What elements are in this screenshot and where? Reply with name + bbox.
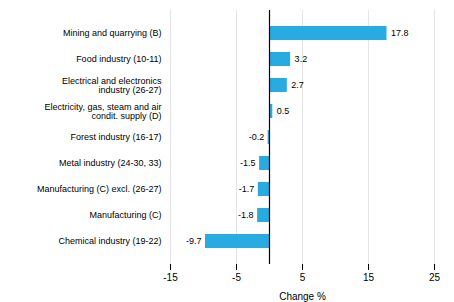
svg-text:Chemical industry (19-22): Chemical industry (19-22) <box>58 236 161 246</box>
svg-text:2.7: 2.7 <box>291 80 304 90</box>
svg-text:0.5: 0.5 <box>277 106 290 116</box>
svg-text:-1.8: -1.8 <box>238 210 254 220</box>
svg-text:Food industry (10-11): Food industry (10-11) <box>76 54 161 64</box>
svg-text:25: 25 <box>429 272 441 283</box>
svg-text:Forest industry (16-17): Forest industry (16-17) <box>70 132 161 142</box>
svg-text:-1.5: -1.5 <box>240 158 256 168</box>
svg-text:-9.7: -9.7 <box>186 236 202 246</box>
svg-text:-0.2: -0.2 <box>249 132 265 142</box>
svg-text:Manufacturing (C) excl. (26-27: Manufacturing (C) excl. (26-27) <box>37 184 162 194</box>
svg-text:17.8: 17.8 <box>391 28 409 38</box>
svg-text:-15: -15 <box>163 272 178 283</box>
svg-text:Metal industry (24-30, 33): Metal industry (24-30, 33) <box>59 158 162 168</box>
svg-text:Manufacturing (C): Manufacturing (C) <box>89 210 161 220</box>
svg-text:-1.7: -1.7 <box>239 184 255 194</box>
svg-text:Change %: Change % <box>279 291 326 302</box>
svg-text:Electricity, gas, steam and ai: Electricity, gas, steam and aircondit. s… <box>45 102 162 121</box>
svg-text:15: 15 <box>363 272 375 283</box>
svg-text:5: 5 <box>300 272 306 283</box>
svg-text:3.2: 3.2 <box>295 54 308 64</box>
svg-text:Mining and quarrying (B): Mining and quarrying (B) <box>63 28 162 38</box>
svg-text:-5: -5 <box>232 272 241 283</box>
svg-text:Electrical and electronicsindu: Electrical and electronicsindustry (26-2… <box>62 76 162 95</box>
